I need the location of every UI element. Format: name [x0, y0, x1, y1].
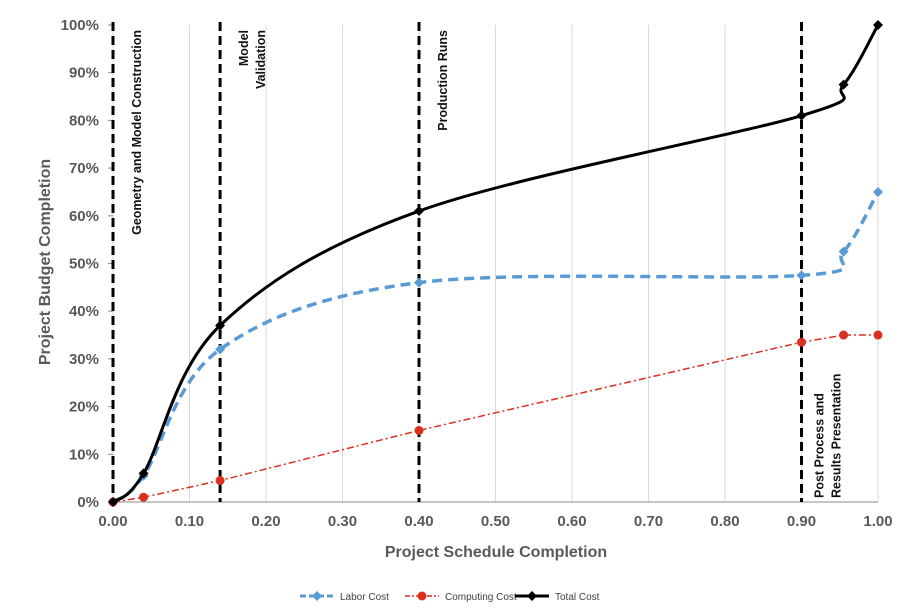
legend-item-total-cost: Total Cost [515, 591, 600, 603]
x-tick-label: 0.30 [328, 513, 357, 530]
phase-label-post-process-and: Post Process and Results Presentation [813, 374, 844, 498]
point-labor-cost-2 [215, 344, 226, 355]
phase-label-geometry-and-model-construction: Geometry and Model Construction [130, 30, 144, 235]
legend-label-labor-cost: Labor Cost [340, 592, 389, 603]
point-total-cost-1 [138, 468, 149, 479]
point-computing-cost-4 [797, 337, 806, 347]
point-total-cost-6 [873, 20, 883, 30]
series-total-cost [108, 20, 883, 507]
legend-marker-computing-cost [417, 591, 427, 601]
x-tick-label: 0.20 [251, 513, 280, 530]
point-computing-cost-1 [139, 492, 149, 502]
point-total-cost-2 [215, 320, 226, 331]
point-labor-cost-6 [873, 186, 883, 197]
phase-label-production-runs: Production Runs [436, 30, 450, 131]
x-tick-labels: 0.00 0.10 0.20 0.30 0.40 0.50 0.60 0.70 0.80 0.90… [98, 513, 892, 530]
y-tick-label: 40% [69, 303, 99, 320]
legend-marker-total-cost [527, 591, 537, 601]
point-total-cost-4 [796, 110, 807, 121]
phase-markers: Geometry and Model Construction Model Vali… [111, 22, 844, 502]
point-labor-cost-5 [838, 246, 849, 257]
x-tick-label: 0.80 [710, 513, 739, 530]
point-computing-cost-2 [215, 476, 225, 486]
series-line-labor-cost [111, 191, 880, 504]
x-tick-label: 0.10 [175, 513, 204, 530]
phase-label-model: Model Validation [237, 30, 268, 89]
grid-lines [112, 25, 879, 502]
series-line-total-cost [111, 24, 880, 504]
x-tick-label: 0.40 [404, 513, 433, 530]
y-tick-label: 30% [69, 351, 99, 368]
y-tick-label: 80% [69, 112, 99, 129]
legend-label-total-cost: Total Cost [555, 592, 600, 603]
x-tick-label: 0.00 [98, 513, 127, 530]
legend-item-computing-cost: Computing Cost [405, 591, 517, 603]
x-tick-label: 1.00 [863, 513, 892, 530]
x-tick-label: 0.70 [634, 513, 663, 530]
point-computing-cost-6 [873, 330, 883, 340]
y-tick-label: 0% [77, 494, 99, 511]
y-tick-labels: 0% 10% 20% 30% 40% 50% 60% 70% 80% 90% 100% [61, 17, 99, 511]
point-total-cost-3 [414, 206, 424, 217]
y-tick-label: 50% [69, 256, 99, 273]
x-axis-title: Project Schedule Completion [385, 544, 607, 561]
y-tick-label: 60% [69, 208, 99, 225]
point-computing-cost-5 [839, 330, 849, 340]
y-tick-label: 20% [69, 399, 99, 416]
point-computing-cost-3 [414, 425, 424, 435]
point-labor-cost-4 [796, 270, 807, 281]
y-tick-label: 100% [61, 17, 99, 34]
x-tick-label: 0.50 [481, 513, 510, 530]
legend-item-labor-cost: Labor Cost [300, 591, 389, 603]
x-tick-label: 0.60 [557, 513, 586, 530]
legend-marker-labor-cost [312, 591, 322, 601]
y-axis-title: Project Budget Completion [37, 159, 54, 365]
point-total-cost-5 [838, 79, 849, 90]
y-tick-label: 90% [69, 65, 99, 82]
y-tick-label: 10% [69, 446, 99, 463]
point-total-cost-0 [108, 497, 118, 507]
legend: Labor Cost Computing Cost Total Cost [300, 591, 600, 603]
x-tick-label: 0.90 [787, 513, 816, 530]
axes [108, 24, 878, 503]
series-group [108, 20, 883, 507]
point-labor-cost-3 [414, 277, 424, 288]
y-tick-label: 70% [69, 160, 99, 177]
legend-label-computing-cost: Computing Cost [445, 592, 517, 603]
